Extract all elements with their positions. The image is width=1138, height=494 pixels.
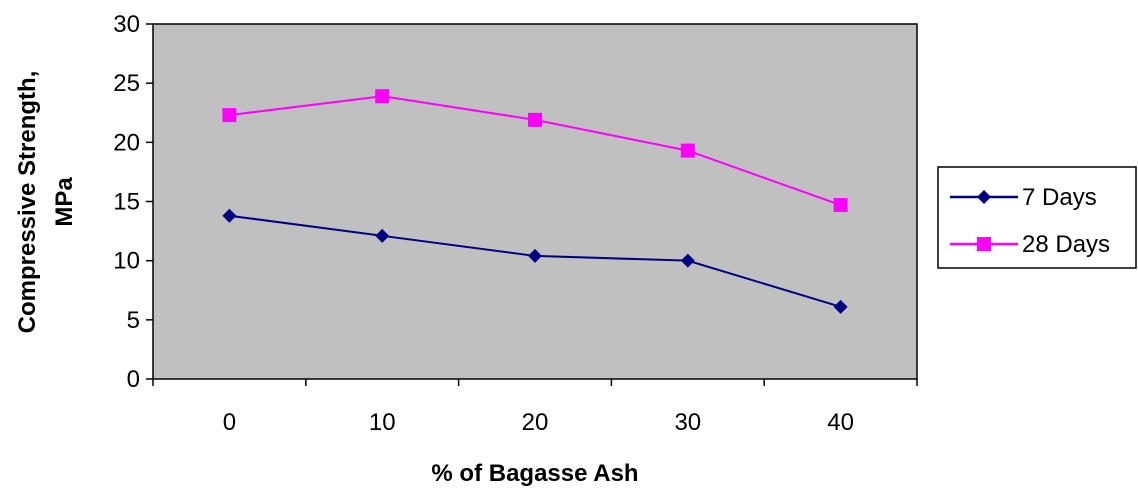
x-tick-label: 10 [369,409,396,436]
data-point-7-days [528,248,542,263]
y-tick-label: 15 [113,189,140,216]
series-layer [222,89,848,314]
x-tick-label: 20 [522,409,549,436]
legend-marker-7-days [977,190,991,204]
x-axis: 0 10 20 30 40 [152,379,918,436]
y-tick-label: 30 [113,11,140,38]
legend-marker-28-days [977,237,991,251]
y-tick-label: 5 [127,307,140,334]
y-tick-label: 25 [113,70,140,97]
x-tick-label: 0 [223,409,236,436]
legend-label-28-days: 28 Days [1022,231,1110,258]
plot-area [152,23,918,380]
y-axis-title-line-2: MPa [51,177,78,227]
data-point-28-days [222,108,237,123]
x-axis-title: % of Bagasse Ash [431,460,638,487]
y-tick-label: 20 [113,129,140,156]
data-point-7-days [222,208,237,223]
series-28-days [222,89,848,213]
x-tick-label: 40 [827,409,854,436]
x-tick-label: 30 [674,409,701,436]
y-tick-label: 10 [113,248,140,275]
series-7-days [222,208,848,314]
data-point-28-days [528,112,542,127]
y-axis-title-line-1: Compressive Strength, [14,71,41,334]
data-point-7-days [680,253,695,268]
data-point-28-days [833,198,848,213]
legend-box [937,166,1137,269]
data-point-7-days [375,228,390,243]
data-point-28-days [680,143,695,158]
y-axis: 0 5 10 15 20 25 30 [113,11,153,393]
data-point-7-days [833,299,848,314]
legend: 7 Days 28 Days [937,166,1137,269]
y-tick-label: 0 [127,366,140,393]
legend-label-7-days: 7 Days [1022,184,1097,211]
data-point-28-days [375,89,390,104]
